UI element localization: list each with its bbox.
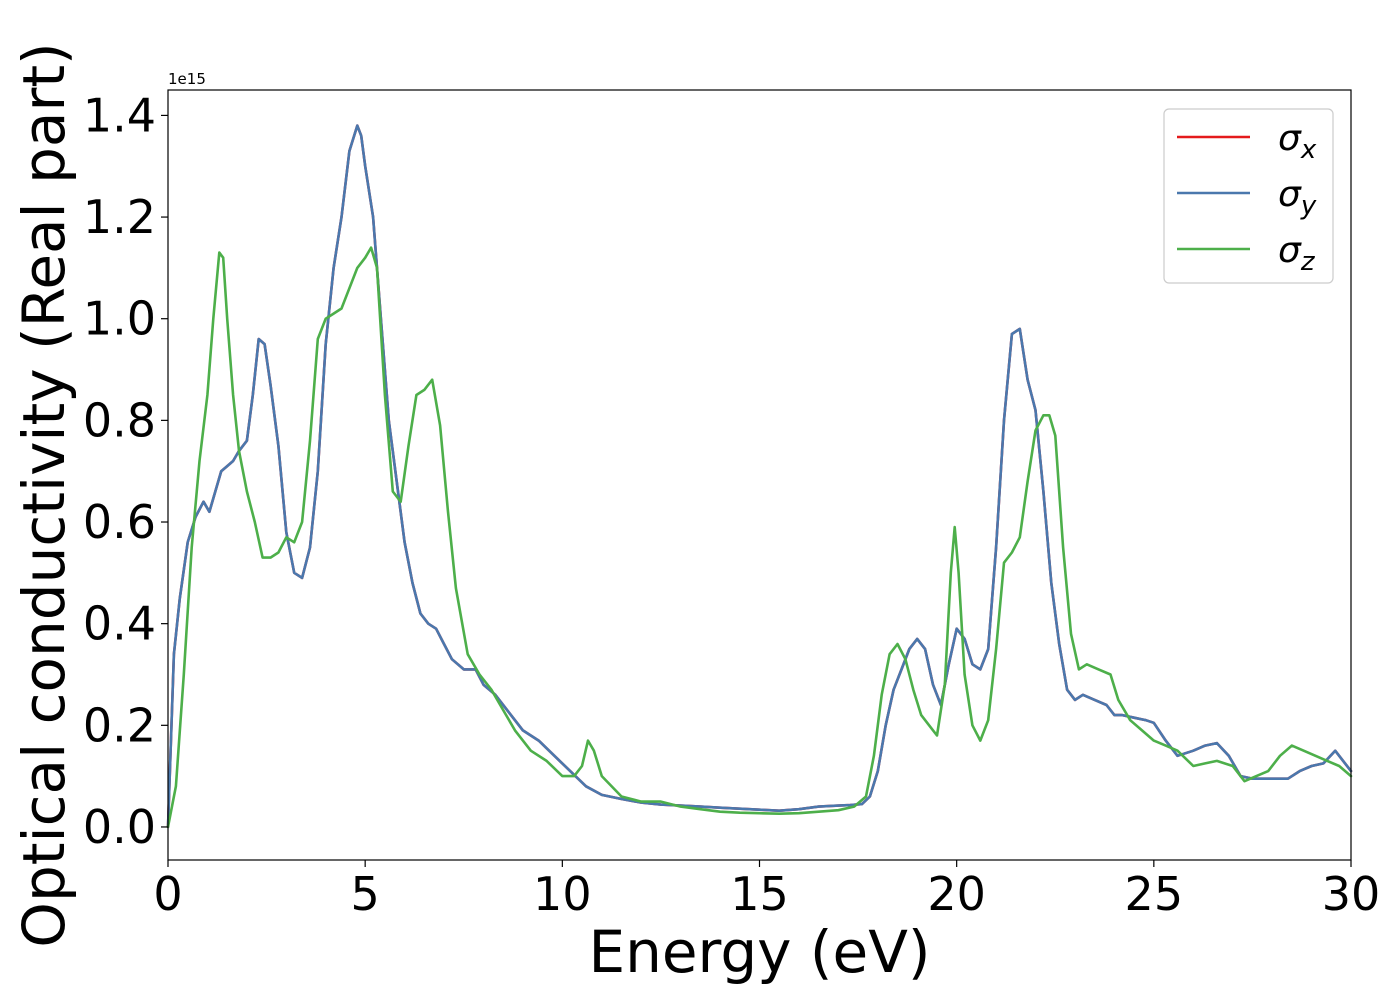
y-tick-label: 0.4 [83, 597, 156, 651]
x-tick-label: 10 [533, 867, 592, 921]
x-tick-label: 30 [1322, 867, 1381, 921]
x-tick-label: 0 [153, 867, 182, 921]
legend-label-z: σz [1278, 230, 1316, 277]
y-axis-offset-text: 1e15 [168, 70, 206, 88]
series-lines [166, 124, 1353, 829]
series-line-z [166, 246, 1353, 829]
x-tick-label: 25 [1125, 867, 1184, 921]
y-tick-label: 1.0 [83, 292, 156, 346]
legend: σx σy σz [1163, 108, 1334, 284]
y-tick-label: 0.0 [83, 800, 156, 854]
y-tick-label: 1.4 [83, 88, 156, 142]
x-tick-label: 20 [927, 867, 986, 921]
x-axis-label: Energy (eV) [588, 918, 930, 986]
y-tick-label: 0.8 [83, 393, 156, 447]
x-tick-label: 15 [730, 867, 789, 921]
legend-box [1163, 108, 1334, 284]
y-tick-label: 1.2 [83, 190, 156, 244]
legend-label-x: σx [1278, 118, 1317, 165]
y-tick-label: 0.2 [83, 698, 156, 752]
series-line-y [166, 124, 1353, 829]
x-axis-ticks: 0 5 10 15 20 25 30 [153, 860, 1380, 921]
y-tick-label: 0.6 [83, 495, 156, 549]
legend-label-y: σy [1278, 174, 1317, 221]
x-tick-label: 5 [351, 867, 380, 921]
y-axis-label: Optical conductivity (Real part) [10, 42, 78, 947]
y-axis-ticks: 0.0 0.2 0.4 0.6 0.8 1.0 1.2 1.4 [83, 88, 168, 854]
